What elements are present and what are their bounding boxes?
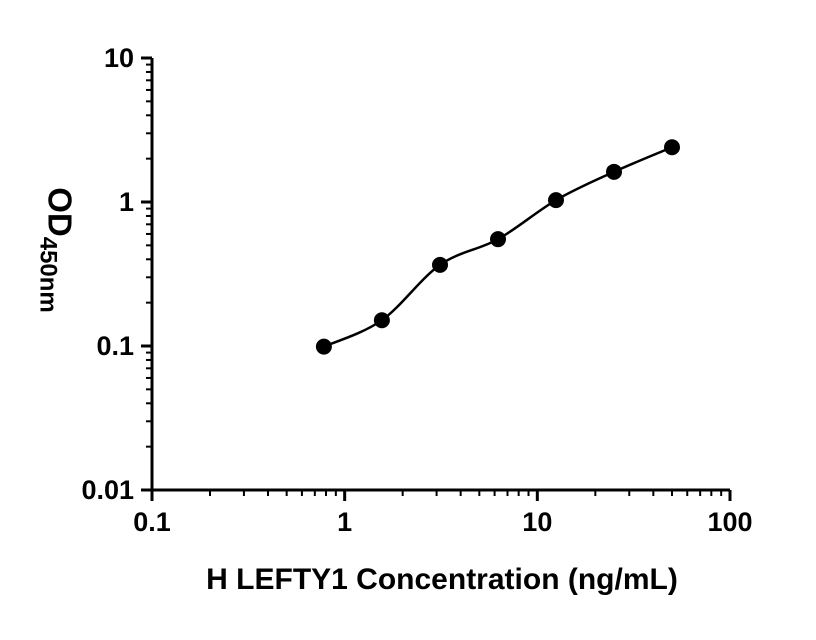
data-point-marker xyxy=(315,338,332,355)
y-tick-label: 10 xyxy=(104,43,134,73)
data-point-marker xyxy=(548,192,564,209)
x-axis-title: H LEFTY1 Concentration (ng/mL) xyxy=(206,563,678,596)
data-point-marker xyxy=(490,231,507,248)
y-axis-title-main: OD xyxy=(41,187,79,237)
y-tick-label: 0.1 xyxy=(96,331,134,361)
data-point-marker xyxy=(373,312,390,329)
y-axis-title-subscript: 450nm xyxy=(34,236,62,313)
x-tick-label: 0.1 xyxy=(133,507,171,537)
data-point-marker xyxy=(432,256,449,273)
x-tick-label: 100 xyxy=(707,507,752,537)
data-point-marker xyxy=(664,139,680,156)
y-tick-label: 1 xyxy=(119,187,134,217)
y-tick-label: 0.01 xyxy=(81,475,134,505)
data-point-marker xyxy=(606,163,622,180)
x-tick-label: 1 xyxy=(337,507,352,537)
axes xyxy=(150,58,730,492)
y-axis-title: OD450nm xyxy=(34,187,79,313)
x-tick-label: 10 xyxy=(522,507,552,537)
